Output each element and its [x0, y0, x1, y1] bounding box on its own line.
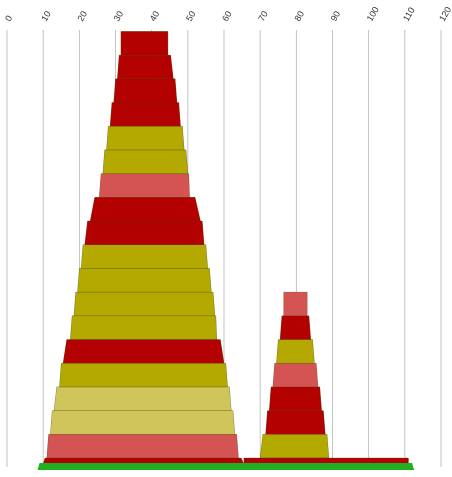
left-band-level-5 [62, 339, 225, 364]
left-band-level-12 [98, 173, 190, 198]
x-tick-label-100: 100 [365, 5, 381, 23]
right-band-level-2 [265, 410, 326, 435]
left-band-level-11 [89, 197, 201, 222]
left-band-level-6 [70, 315, 218, 340]
left-band-level-7 [73, 291, 216, 317]
left-band-level-10 [84, 220, 205, 245]
x-tick-label-10: 10 [39, 9, 53, 23]
x-tick-label-120: 120 [437, 5, 452, 23]
x-tick-label-0: 0 [3, 14, 14, 23]
left-band-level-8 [77, 268, 212, 293]
left-band-level-9 [80, 244, 208, 269]
left-band-level-13 [102, 149, 189, 174]
left-band-level-1 [46, 434, 239, 459]
right-band-level-1 [259, 434, 330, 459]
x-tick-label-50: 50 [184, 9, 198, 23]
x-tick-label-80: 80 [292, 9, 306, 23]
left-band-level-3 [53, 386, 232, 411]
x-tick-label-70: 70 [256, 9, 270, 23]
left-band-level-4 [59, 362, 228, 388]
right-band-level-7 [283, 291, 308, 317]
right-band-level-3 [268, 386, 322, 411]
right-band-level-5 [276, 339, 315, 364]
x-tick-label-90: 90 [329, 9, 343, 23]
left-band-level-17 [117, 54, 174, 80]
left-band-level-2 [50, 410, 236, 435]
x-tick-label-40: 40 [148, 9, 162, 23]
x-tick-label-30: 30 [112, 9, 126, 23]
right-band-level-4 [272, 362, 319, 388]
left-band-level-18 [120, 31, 169, 56]
left-band-level-14 [106, 125, 185, 151]
x-tick-labels: 0 10 20 30 40 50 60 70 80 90 100 110 120 [3, 5, 452, 23]
x-tick-label-110: 110 [401, 6, 417, 23]
band-layer [37, 31, 415, 470]
left-band-level-15 [109, 102, 181, 127]
x-tick-label-20: 20 [75, 9, 89, 23]
left-band-level-16 [113, 78, 178, 103]
x-tick-label-60: 60 [220, 9, 234, 23]
base-strip [37, 463, 415, 470]
right-band-level-6 [279, 315, 312, 340]
